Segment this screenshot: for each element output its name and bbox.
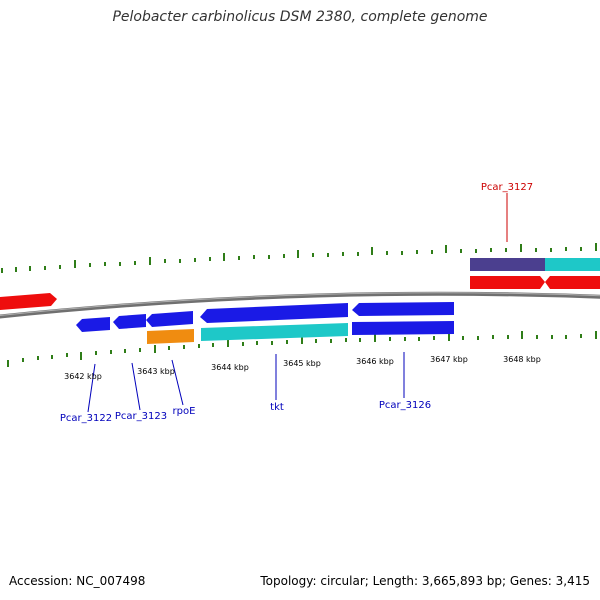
gene-label-tkt[interactable]: tkt <box>270 402 284 413</box>
kbp-label: 3648 kbp <box>503 355 541 364</box>
cds-feature-tkt[interactable] <box>201 323 348 341</box>
topology-text: Topology: circular; Length: 3,665,893 bp… <box>260 574 590 588</box>
genome-backbone <box>0 291 600 319</box>
kbp-label: 3647 kbp <box>430 355 468 364</box>
kbp-label: 3644 kbp <box>211 363 249 372</box>
reverse-gene-pcar-3123[interactable] <box>113 314 146 329</box>
gene-label-pcar-3123[interactable]: Pcar_3123 <box>115 411 167 422</box>
reverse-gene-rpoE[interactable] <box>146 311 193 327</box>
map-title: Pelobacter carbinolicus DSM 2380, comple… <box>112 9 488 25</box>
kbp-label: 3643 kbp <box>137 367 175 376</box>
label-connectors <box>87 193 508 413</box>
forward-gene-left[interactable] <box>0 293 57 310</box>
gene-label-pcar-3122[interactable]: Pcar_3122 <box>60 413 112 424</box>
reverse-gene-pcar-3126[interactable] <box>352 302 454 316</box>
feature-purple[interactable] <box>470 258 545 271</box>
gene-label-rpoE[interactable]: rpoE <box>173 406 196 417</box>
kbp-label: 3642 kbp <box>64 372 102 381</box>
rna-feature-orange[interactable] <box>147 329 194 344</box>
forward-gene-pcar-3127-a[interactable] <box>470 276 545 289</box>
outer-ticks <box>1 243 597 273</box>
inner-ticks <box>7 331 597 367</box>
kbp-labels: 3642 kbp 3643 kbp 3644 kbp 3645 kbp 3646… <box>64 355 541 381</box>
kbp-label: 3646 kbp <box>356 357 394 366</box>
gene-label-pcar-3127[interactable]: Pcar_3127 <box>481 182 533 193</box>
cds-feature-pcar-3126[interactable] <box>352 321 454 335</box>
gene-label-pcar-3126[interactable]: Pcar_3126 <box>379 400 431 411</box>
accession-text: Accession: NC_007498 <box>9 574 146 588</box>
kbp-label: 3645 kbp <box>283 359 321 368</box>
reverse-gene-pcar-3122[interactable] <box>76 317 110 332</box>
reverse-gene-tkt[interactable] <box>200 303 348 323</box>
genome-backbone-highlight <box>0 292 600 316</box>
gene-labels: Pcar_3122 Pcar_3123 rpoE tkt Pcar_3126 P… <box>60 182 533 424</box>
feature-cyan-right[interactable] <box>545 258 600 271</box>
forward-gene-pcar-3127-b[interactable] <box>545 276 600 289</box>
